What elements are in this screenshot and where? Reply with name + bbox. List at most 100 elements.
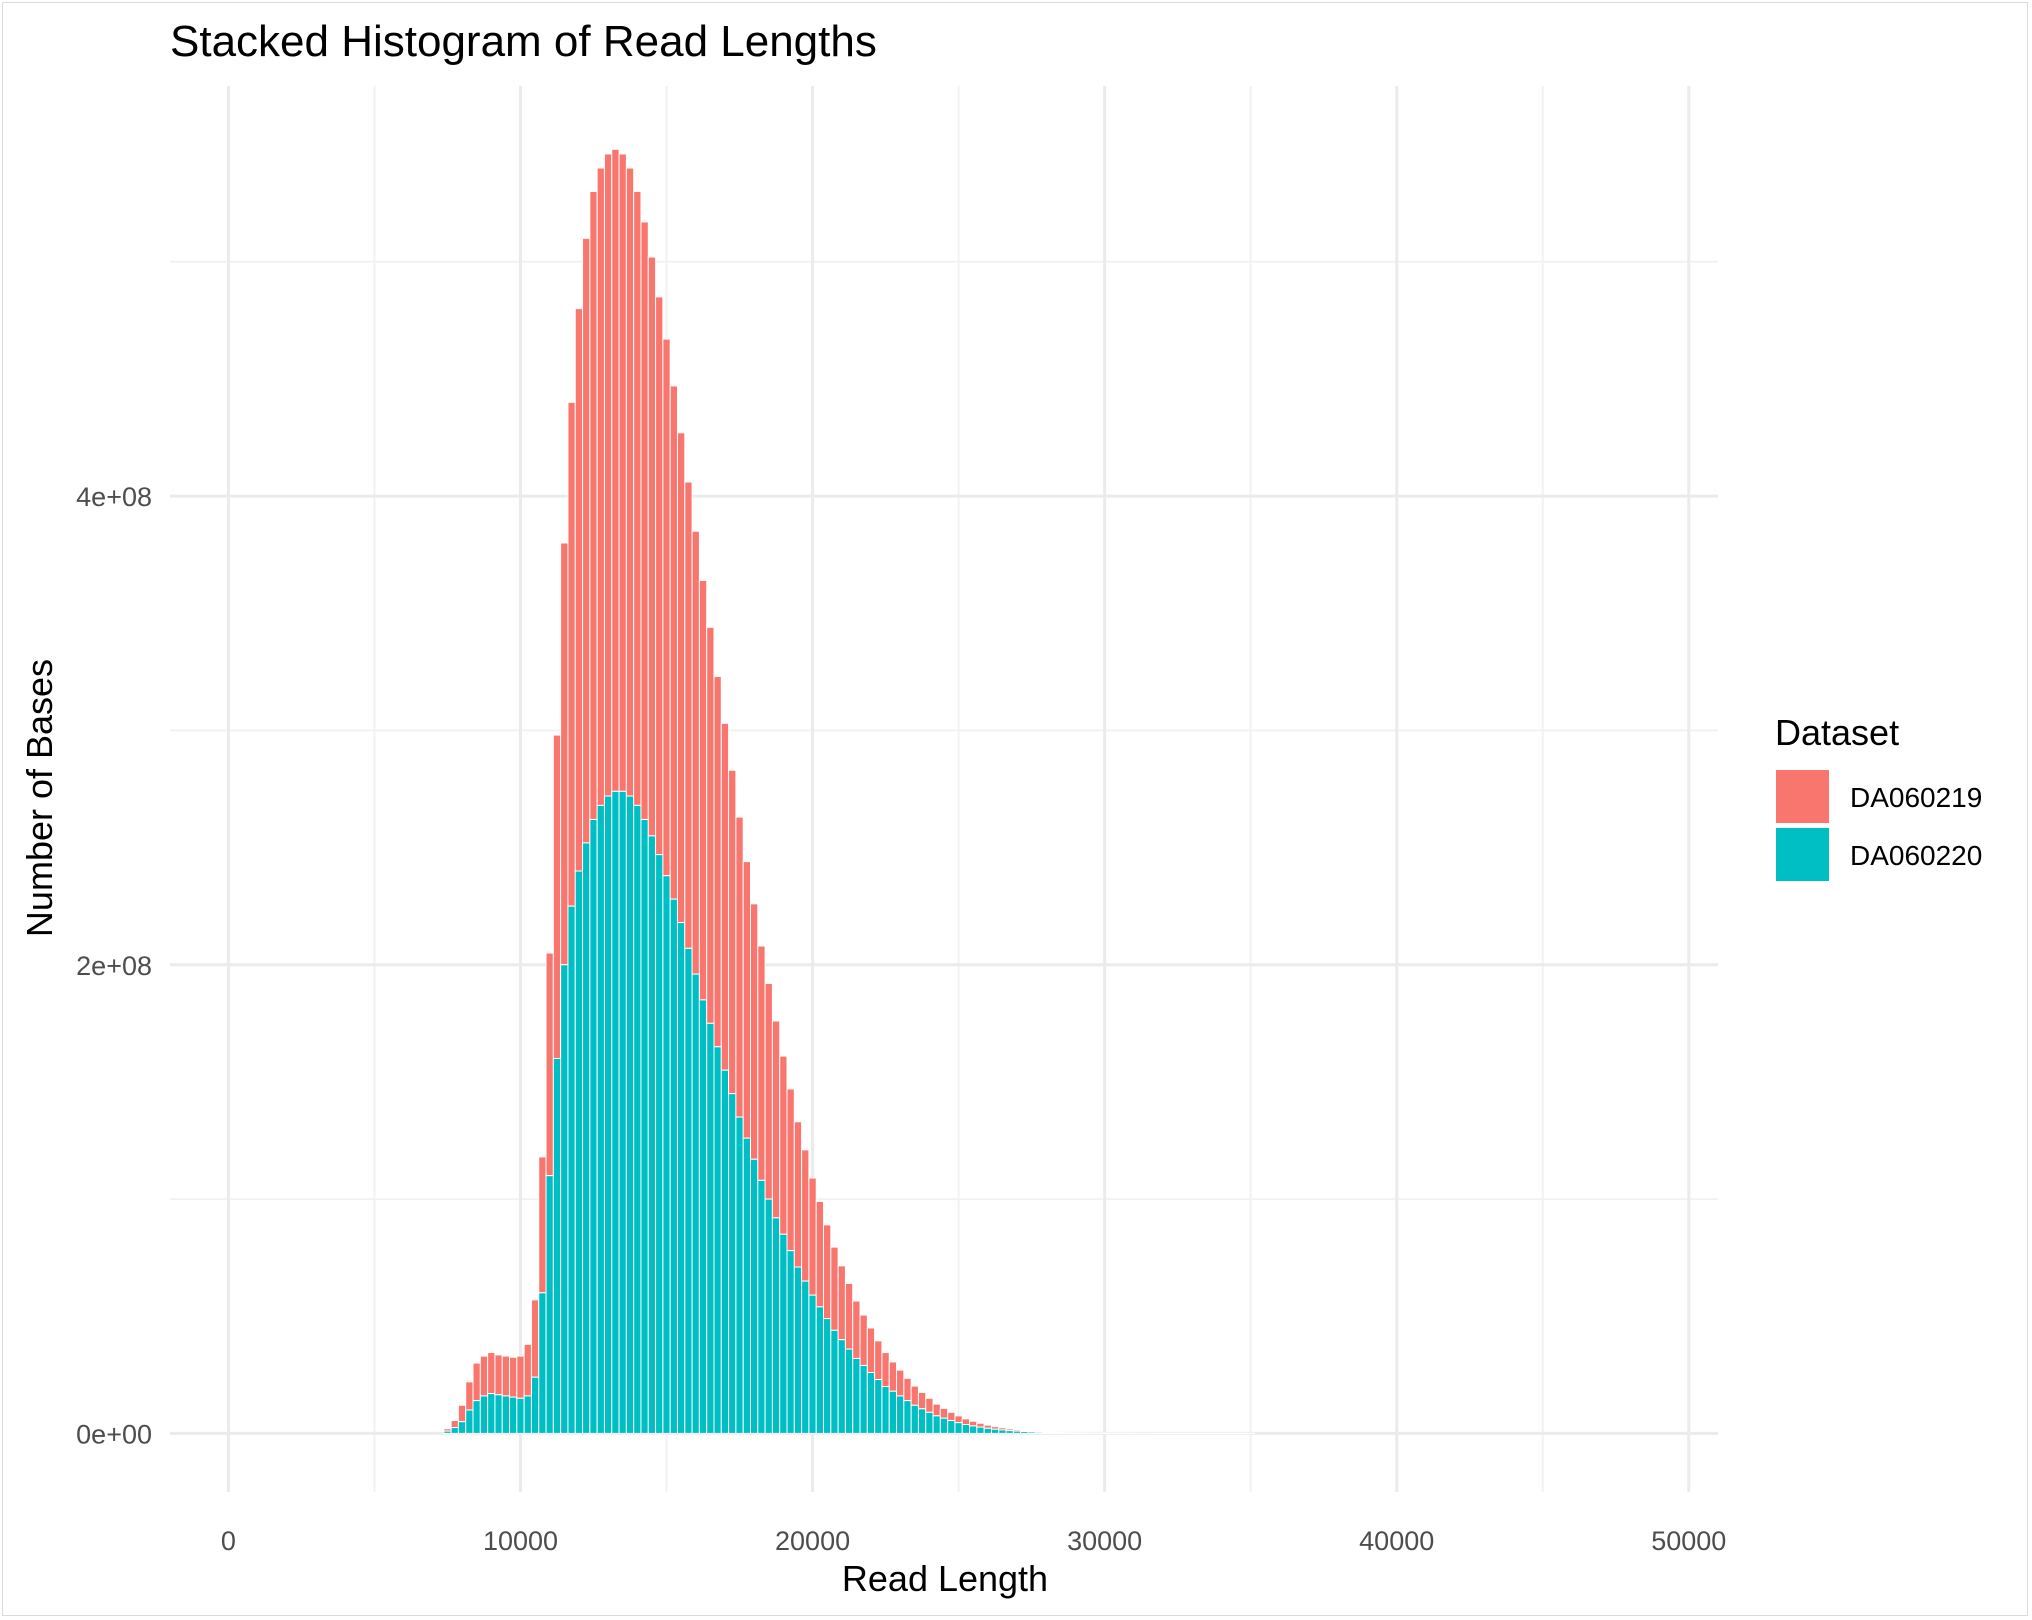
bar-da060219 <box>545 952 554 1177</box>
bar-da060220 <box>545 1175 554 1434</box>
bar-da060219 <box>676 432 686 924</box>
bar-da060219 <box>888 1361 898 1392</box>
bar-da060220 <box>808 1294 817 1434</box>
bar-da060220 <box>669 898 678 1434</box>
bar-da060220 <box>947 1420 956 1434</box>
bar-da060220 <box>443 1430 452 1434</box>
bar-da060219 <box>611 148 620 792</box>
bar-da060220 <box>874 1379 883 1434</box>
bar-da060219 <box>910 1385 919 1406</box>
bar-da060220 <box>1056 1432 1065 1434</box>
bar-da060220 <box>866 1371 876 1434</box>
bar-da060220 <box>983 1427 992 1434</box>
bar-da060219 <box>596 167 605 806</box>
y-tick-label: 4e+08 <box>76 482 152 512</box>
x-tick-label: 30000 <box>1067 1526 1142 1556</box>
y-axis-ticks: 0e+00 2e+08 4e+08 <box>76 482 152 1449</box>
bar-da060219 <box>713 676 722 1048</box>
bar-da060219 <box>830 1246 839 1331</box>
bar-da060220 <box>574 870 584 1434</box>
bar-da060219 <box>684 481 693 949</box>
bar-da060219 <box>662 338 671 877</box>
bar-da060219 <box>874 1340 883 1381</box>
bar-da060220 <box>720 1069 730 1434</box>
legend-key-da060219 <box>1776 770 1829 823</box>
bar-da060219 <box>706 626 715 1024</box>
bar-da060219 <box>523 1343 532 1397</box>
bar-da060219 <box>618 153 627 792</box>
bar-da060220 <box>698 999 708 1434</box>
bar-da060219 <box>625 167 635 797</box>
bar-da060219 <box>932 1403 941 1417</box>
bar-da060220 <box>655 854 664 1434</box>
chart-title: Stacked Histogram of Read Lengths <box>170 17 877 66</box>
bar-da060219 <box>801 1149 810 1282</box>
x-axis-ticks: 0 10000 20000 30000 40000 50000 <box>221 1526 1726 1556</box>
bar-da060220 <box>501 1395 511 1434</box>
bar-da060219 <box>844 1282 854 1350</box>
bar-da060220 <box>560 964 569 1434</box>
bar-da060219 <box>954 1415 963 1424</box>
bar-da060220 <box>852 1357 861 1434</box>
bar-da060220 <box>530 1376 540 1434</box>
bar-da060220 <box>1027 1431 1036 1434</box>
bar-da060219 <box>866 1327 876 1373</box>
legend: Dataset DA060219 DA060220 <box>1775 712 1982 881</box>
bar-da060220 <box>450 1427 459 1434</box>
bar-da060219 <box>925 1397 934 1413</box>
bar-da060220 <box>742 1137 752 1434</box>
bar-da060220 <box>1034 1431 1044 1434</box>
bar-da060220 <box>896 1395 905 1434</box>
bar-da060219 <box>779 1055 788 1235</box>
bar-da060219 <box>823 1224 832 1320</box>
bar-da060220 <box>1042 1431 1051 1434</box>
bar-da060219 <box>538 1156 547 1294</box>
bar-da060220 <box>494 1394 503 1434</box>
bar-da060219 <box>969 1420 978 1427</box>
bar-da060220 <box>801 1280 810 1434</box>
bar-da060220 <box>472 1400 481 1434</box>
bar-da060219 <box>560 542 569 966</box>
bar-da060220 <box>516 1397 525 1434</box>
bar-da060219 <box>793 1121 803 1268</box>
y-tick-label: 0e+00 <box>76 1419 152 1449</box>
bar-da060219 <box>728 769 737 1095</box>
bar-da060220 <box>757 1179 766 1434</box>
bar-da060220 <box>1005 1430 1014 1434</box>
bar-da060220 <box>684 947 693 1434</box>
bar-da060219 <box>633 190 642 806</box>
bar-da060220 <box>786 1250 795 1434</box>
bar-da060220 <box>750 1158 759 1434</box>
bar-da060219 <box>720 722 730 1071</box>
bar-da060219 <box>457 1404 467 1423</box>
bar-da060220 <box>691 973 700 1434</box>
bar-da060220 <box>706 1022 715 1434</box>
bar-da060219 <box>837 1265 846 1341</box>
bar-da060219 <box>808 1177 817 1296</box>
bar-da060220 <box>888 1390 898 1434</box>
bar-da060220 <box>552 1057 562 1434</box>
bar-da060220 <box>611 790 620 1434</box>
x-tick-label: 40000 <box>1359 1526 1434 1556</box>
bar-da060219 <box>552 734 562 1059</box>
bar-da060219 <box>669 385 678 900</box>
y-tick-label: 2e+08 <box>76 951 152 981</box>
bar-da060220 <box>961 1424 971 1434</box>
bar-da060220 <box>844 1348 854 1434</box>
grid-lines <box>170 86 1718 1492</box>
bar-da060219 <box>472 1362 481 1402</box>
bar-da060219 <box>896 1369 905 1397</box>
legend-label-da060220: DA060220 <box>1850 840 1982 871</box>
x-tick-label: 20000 <box>775 1526 850 1556</box>
legend-key-da060220 <box>1776 828 1829 881</box>
bar-da060220 <box>837 1339 846 1434</box>
bar-da060219 <box>903 1377 912 1402</box>
bar-da060220 <box>633 804 642 1434</box>
bar-da060220 <box>589 818 598 1434</box>
bar-da060219 <box>574 308 584 872</box>
bar-da060219 <box>530 1299 540 1378</box>
bar-da060219 <box>764 982 773 1200</box>
bar-da060219 <box>881 1352 890 1388</box>
bar-da060219 <box>655 296 664 856</box>
